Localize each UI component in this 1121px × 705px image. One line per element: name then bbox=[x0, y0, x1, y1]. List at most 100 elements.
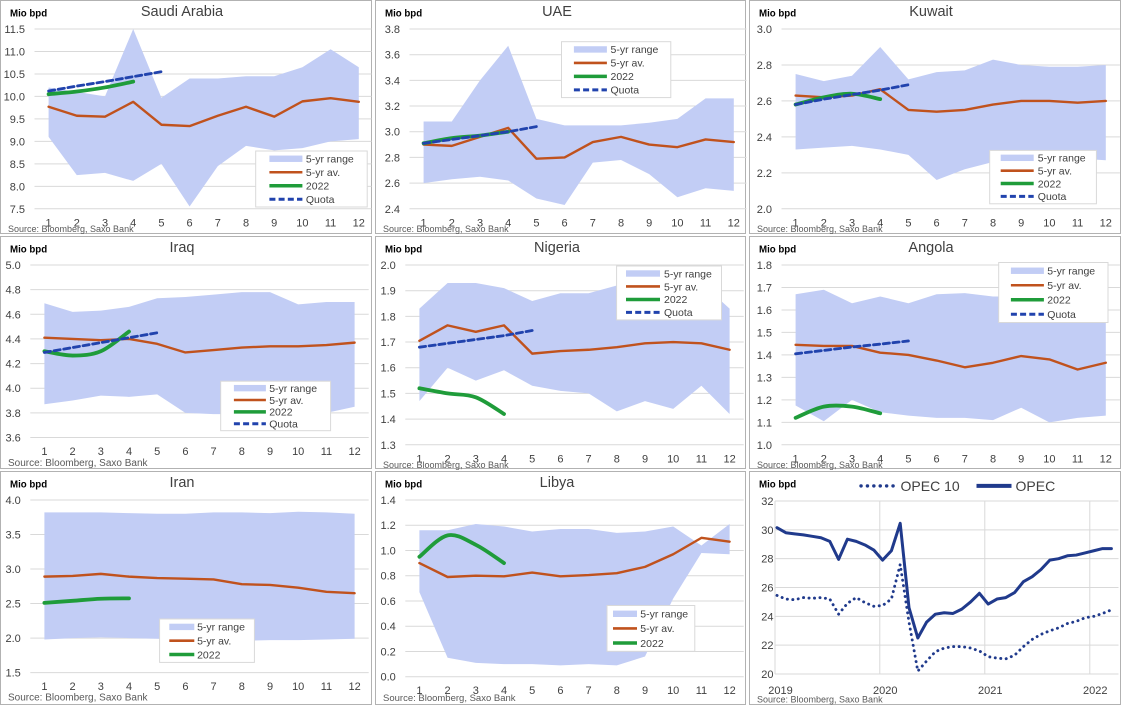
svg-text:5: 5 bbox=[154, 446, 160, 458]
svg-text:Iran: Iran bbox=[170, 474, 195, 490]
svg-text:2.5: 2.5 bbox=[6, 598, 21, 610]
svg-text:8: 8 bbox=[617, 217, 623, 229]
svg-text:4: 4 bbox=[130, 217, 136, 229]
svg-text:1.3: 1.3 bbox=[756, 372, 771, 384]
svg-text:7: 7 bbox=[585, 685, 591, 697]
svg-text:Quota: Quota bbox=[1047, 309, 1076, 321]
svg-text:Source: Bloomberg, Saxo Bank: Source: Bloomberg, Saxo Bank bbox=[383, 224, 509, 234]
svg-text:11: 11 bbox=[699, 217, 710, 229]
svg-text:5-yr range: 5-yr range bbox=[1037, 153, 1085, 165]
svg-text:11: 11 bbox=[695, 453, 706, 465]
svg-text:7: 7 bbox=[589, 217, 595, 229]
svg-text:11: 11 bbox=[321, 680, 332, 692]
svg-text:11: 11 bbox=[1071, 453, 1082, 465]
svg-text:8: 8 bbox=[613, 685, 619, 697]
svg-text:1.9: 1.9 bbox=[380, 286, 395, 298]
svg-text:1: 1 bbox=[46, 217, 52, 229]
svg-text:Source: Bloomberg, Saxo Bank: Source: Bloomberg, Saxo Bank bbox=[757, 694, 883, 704]
svg-text:Quota: Quota bbox=[306, 194, 335, 206]
svg-text:1.4: 1.4 bbox=[756, 350, 771, 362]
svg-text:4.2: 4.2 bbox=[6, 359, 21, 371]
svg-text:Mio bpd: Mio bpd bbox=[385, 479, 422, 490]
svg-text:10: 10 bbox=[667, 453, 679, 465]
svg-text:3.0: 3.0 bbox=[384, 127, 399, 139]
svg-text:8: 8 bbox=[989, 453, 995, 465]
svg-text:30: 30 bbox=[761, 524, 773, 536]
svg-text:3.6: 3.6 bbox=[384, 50, 399, 62]
svg-text:5: 5 bbox=[905, 453, 911, 465]
svg-text:20: 20 bbox=[761, 669, 773, 681]
svg-text:4.6: 4.6 bbox=[6, 309, 21, 321]
svg-text:2: 2 bbox=[444, 685, 450, 697]
svg-text:8: 8 bbox=[613, 453, 619, 465]
svg-text:Mio bpd: Mio bpd bbox=[10, 9, 47, 20]
svg-text:3.0: 3.0 bbox=[6, 564, 21, 576]
svg-text:Saudi Arabia: Saudi Arabia bbox=[141, 4, 224, 20]
svg-text:0.2: 0.2 bbox=[380, 646, 395, 658]
svg-text:12: 12 bbox=[727, 217, 739, 229]
svg-text:Quota: Quota bbox=[269, 419, 298, 431]
svg-text:9: 9 bbox=[1018, 453, 1024, 465]
svg-text:2022: 2022 bbox=[306, 181, 330, 193]
svg-text:5: 5 bbox=[529, 685, 535, 697]
svg-text:4: 4 bbox=[877, 217, 883, 229]
svg-text:2.8: 2.8 bbox=[756, 60, 771, 72]
svg-text:3.5: 3.5 bbox=[6, 529, 21, 541]
svg-text:6: 6 bbox=[933, 453, 939, 465]
svg-text:9: 9 bbox=[267, 446, 273, 458]
svg-text:3: 3 bbox=[848, 217, 854, 229]
svg-text:11.0: 11.0 bbox=[4, 46, 25, 58]
svg-text:5: 5 bbox=[529, 453, 535, 465]
svg-text:11: 11 bbox=[695, 685, 706, 697]
svg-text:Nigeria: Nigeria bbox=[534, 240, 581, 256]
svg-text:1.0: 1.0 bbox=[756, 440, 771, 452]
svg-text:Mio bpd: Mio bpd bbox=[385, 245, 422, 256]
svg-text:1.7: 1.7 bbox=[756, 282, 771, 294]
svg-text:1: 1 bbox=[416, 453, 422, 465]
svg-text:8: 8 bbox=[989, 217, 995, 229]
svg-text:9: 9 bbox=[271, 217, 277, 229]
svg-text:0.6: 0.6 bbox=[380, 595, 395, 607]
svg-text:3: 3 bbox=[472, 685, 478, 697]
svg-text:8.0: 8.0 bbox=[10, 181, 25, 193]
svg-text:6: 6 bbox=[933, 217, 939, 229]
svg-text:22: 22 bbox=[761, 640, 773, 652]
svg-text:10: 10 bbox=[292, 680, 304, 692]
svg-text:6: 6 bbox=[182, 446, 188, 458]
svg-text:1: 1 bbox=[416, 685, 422, 697]
svg-text:1.4: 1.4 bbox=[380, 414, 395, 426]
svg-text:2020: 2020 bbox=[873, 685, 897, 697]
svg-text:1.6: 1.6 bbox=[380, 363, 395, 375]
svg-text:2022: 2022 bbox=[664, 294, 688, 306]
svg-text:2019: 2019 bbox=[768, 685, 792, 697]
svg-text:7: 7 bbox=[211, 446, 217, 458]
svg-text:Quota: Quota bbox=[664, 307, 693, 319]
svg-text:2022: 2022 bbox=[1047, 295, 1071, 307]
svg-text:7: 7 bbox=[961, 217, 967, 229]
svg-text:2021: 2021 bbox=[978, 685, 1002, 697]
svg-text:3.4: 3.4 bbox=[384, 75, 399, 87]
svg-text:1: 1 bbox=[792, 217, 798, 229]
svg-text:5-yr range: 5-yr range bbox=[1047, 266, 1095, 278]
svg-text:Iraq: Iraq bbox=[170, 240, 195, 256]
svg-text:1.4: 1.4 bbox=[380, 495, 395, 507]
svg-text:8: 8 bbox=[239, 446, 245, 458]
svg-text:12: 12 bbox=[348, 446, 360, 458]
svg-text:2: 2 bbox=[820, 217, 826, 229]
svg-text:Angola: Angola bbox=[908, 240, 954, 256]
svg-text:5-yr range: 5-yr range bbox=[306, 154, 354, 166]
svg-text:Source: Bloomberg, Saxo Bank: Source: Bloomberg, Saxo Bank bbox=[8, 458, 149, 469]
svg-text:10: 10 bbox=[667, 685, 679, 697]
svg-text:5-yr av.: 5-yr av. bbox=[1047, 280, 1081, 292]
svg-text:3: 3 bbox=[102, 217, 108, 229]
svg-text:4: 4 bbox=[505, 217, 511, 229]
svg-text:6: 6 bbox=[561, 217, 567, 229]
svg-text:1: 1 bbox=[792, 453, 798, 465]
svg-text:3.2: 3.2 bbox=[384, 101, 399, 113]
svg-text:12: 12 bbox=[723, 453, 735, 465]
svg-text:1.8: 1.8 bbox=[756, 260, 771, 272]
svg-text:4: 4 bbox=[500, 453, 506, 465]
svg-text:Mio bpd: Mio bpd bbox=[10, 245, 47, 256]
svg-text:4.0: 4.0 bbox=[6, 495, 21, 507]
svg-text:Source: Bloomberg, Saxo Bank: Source: Bloomberg, Saxo Bank bbox=[757, 460, 883, 470]
